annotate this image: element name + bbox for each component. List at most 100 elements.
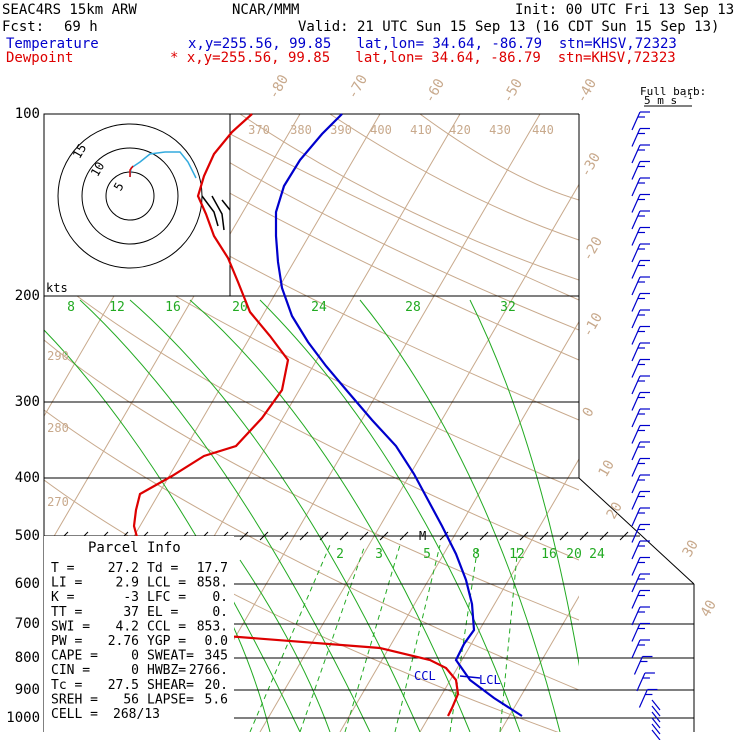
mixing-ratio-label: 28 (405, 300, 421, 315)
hodograph (43, 113, 231, 297)
parcel-row-value: 2.9 (116, 576, 139, 591)
parcel-row-label: SHEAR= (147, 678, 194, 693)
pressure-labels: 100 200 300 400 500 600 700 800 900 1000 (6, 106, 40, 726)
isotherm-label: -40 (574, 76, 601, 106)
wind-barb (631, 243, 641, 263)
model-title: SEAC4RS 15km ARW (2, 2, 137, 18)
parcel-row-value: 56 (123, 692, 139, 707)
mixing-ratio-label: 3 (375, 547, 383, 562)
temperature-info: x,y=255.56, 99.85 lat,lon= 34.64, -86.79… (188, 36, 677, 52)
wind-barb (631, 524, 641, 543)
theta-label: 400 (370, 123, 392, 137)
parcel-row-value: 4.2 (116, 619, 139, 634)
parcel-row-label: TT = (51, 605, 82, 620)
parcel-row-label: SREH = (51, 692, 98, 707)
parcel-row-value: 858. (197, 576, 228, 591)
isotherm-label: -20 (580, 234, 607, 264)
wind-barb (631, 194, 641, 213)
wind-barb (631, 375, 641, 395)
hodograph-ring-10: 10 (88, 159, 107, 179)
theta-label: 280 (47, 421, 69, 435)
pressure-label: 300 (15, 394, 40, 410)
center-label: NCAR/MMM (232, 2, 300, 18)
temperature-legend: Temperature (6, 36, 99, 52)
wind-barb (651, 699, 661, 711)
mixing-ratio-label: 8 (67, 300, 75, 315)
pressure-label: 800 (15, 650, 40, 666)
parcel-row-label: PW = (51, 634, 82, 649)
pressure-label: 700 (15, 616, 40, 632)
wind-barb (631, 557, 641, 576)
parcel-info-title: Parcel Info (88, 540, 181, 556)
parcel-row-value: 27.5 (108, 678, 139, 693)
wind-barb (651, 717, 661, 729)
isotherm-label: 0 (580, 405, 598, 420)
wind-barb (631, 392, 641, 411)
lcl-marker: LCL (479, 673, 501, 687)
wind-barb (633, 656, 644, 675)
wind-barb (631, 359, 641, 378)
mixing-ratio-label: 8 (472, 547, 480, 562)
pressure-label: 200 (15, 288, 40, 304)
mixing-ratio-label: 32 (500, 300, 516, 315)
parcel-row-value: 268/13 (113, 707, 160, 722)
theta-label: 370 (248, 123, 270, 137)
parcel-row-value: 0. (212, 590, 228, 605)
parcel-row-value: 345 (205, 649, 228, 664)
lcl-tick (459, 675, 481, 679)
wind-barb (631, 474, 641, 494)
dewpoint-line (132, 113, 460, 717)
wind-barb (636, 672, 646, 692)
mixing-ratio-label: 16 (541, 547, 557, 562)
wind-barb (631, 309, 641, 329)
parcel-row-value: 0.0 (205, 634, 228, 649)
parcel-row-value: 5.6 (205, 692, 228, 707)
isotherm-label: -60 (422, 76, 449, 106)
m-marker: M (419, 529, 426, 543)
wind-barb (631, 408, 641, 428)
parcel-row-label: T = (51, 561, 75, 576)
wind-barb (631, 540, 641, 560)
mixing-ratio-label: 12 (109, 300, 125, 315)
parcel-row-value: -3 (123, 590, 139, 605)
barb-legend-exponent: -1 (683, 92, 693, 101)
isotherm-label: -80 (266, 72, 293, 102)
wind-barb (651, 711, 661, 723)
dewpoint-info: * x,y=255.56, 99.85 lat,lon= 34.64, -86.… (170, 50, 676, 66)
isotherm-label: -30 (578, 150, 605, 180)
wind-barb (638, 689, 648, 708)
parcel-row-value: 17.7 (197, 561, 228, 576)
pressure-label: 100 (15, 106, 40, 122)
wind-barb (631, 639, 641, 659)
hodograph-ring-15: 15 (70, 141, 89, 161)
isotherm-labels: -80 -70 -60 -50 -40 -30 -20 -10 0 10 20 30 40 (266, 72, 720, 620)
parcel-row-label: LCL = (147, 576, 186, 591)
parcel-row-value: 2.76 (108, 634, 139, 649)
parcel-row-label: CIN = (51, 663, 90, 678)
parcel-row-label: EL = (147, 605, 178, 620)
wind-barb (631, 507, 641, 527)
parcel-info-box (44, 536, 234, 732)
parcel-row-value: 0 (131, 649, 139, 664)
hodograph-barbs (201, 195, 231, 231)
theta-label: 290 (47, 349, 69, 363)
theta-label: 410 (410, 123, 432, 137)
wind-barb (631, 144, 641, 164)
isotherm-label: 40 (698, 597, 720, 620)
parcel-row-value: 2766. (189, 663, 228, 678)
isotherm-label: -50 (500, 76, 527, 106)
theta-label: 380 (290, 123, 312, 137)
forecast-hour: 69 h (64, 19, 98, 35)
wind-barb (631, 276, 641, 296)
parcel-row-label: LFC = (147, 590, 186, 605)
parcel-row-value: 0. (212, 605, 228, 620)
parcel-row-label: SWEAT= (147, 649, 194, 664)
parcel-row-label: Td = (147, 561, 178, 576)
theta-label: 430 (489, 123, 511, 137)
wind-barb (631, 425, 641, 444)
isotherm-label: 30 (680, 537, 702, 560)
isotherm-label: 20 (604, 499, 626, 522)
mixing-ratio-label: 20 (232, 300, 248, 315)
hodograph-units: kts (46, 281, 68, 295)
